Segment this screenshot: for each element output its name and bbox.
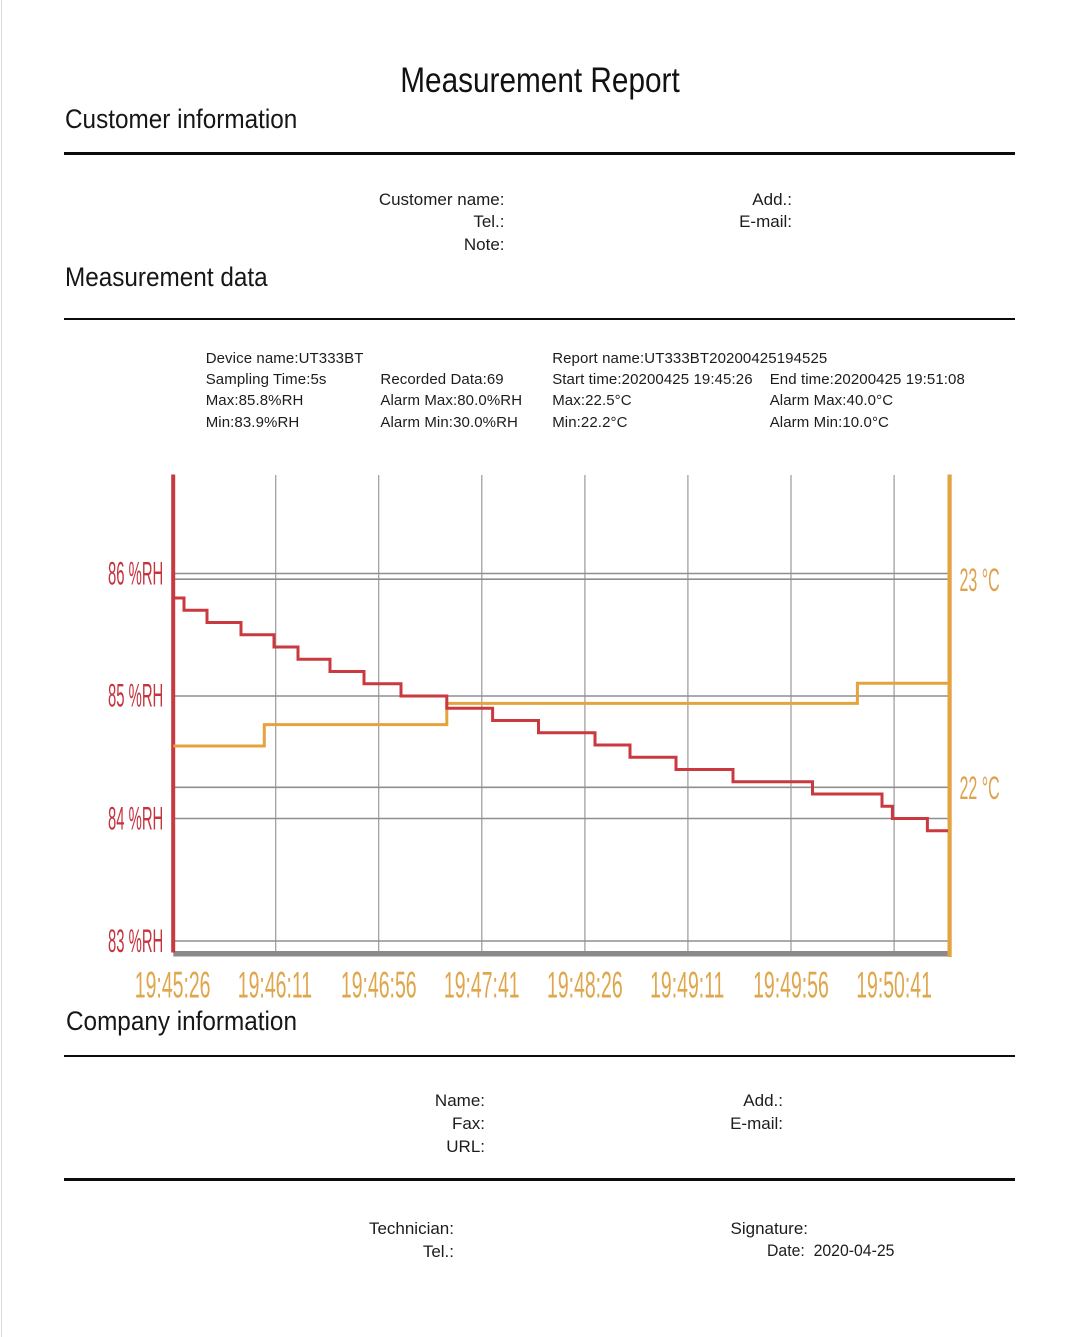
svg-text:19:48:26: 19:48:26: [547, 965, 623, 1006]
svg-text:19:49:56: 19:49:56: [753, 965, 829, 1006]
svg-text:85 %RH: 85 %RH: [108, 678, 163, 714]
svg-text:19:45:26: 19:45:26: [135, 965, 211, 1006]
svg-text:84 %RH: 84 %RH: [108, 801, 163, 837]
svg-text:19:47:41: 19:47:41: [444, 965, 520, 1006]
svg-text:83 %RH: 83 %RH: [108, 924, 163, 960]
svg-text:19:50:41: 19:50:41: [856, 965, 932, 1006]
svg-text:86 %RH: 86 %RH: [108, 556, 163, 592]
svg-text:19:46:11: 19:46:11: [238, 965, 312, 1006]
svg-text:19:49:11: 19:49:11: [650, 965, 724, 1006]
svg-text:19:46:56: 19:46:56: [341, 965, 417, 1006]
svg-text:22 °C: 22 °C: [960, 771, 1000, 806]
svg-text:23 °C: 23 °C: [960, 563, 1000, 598]
